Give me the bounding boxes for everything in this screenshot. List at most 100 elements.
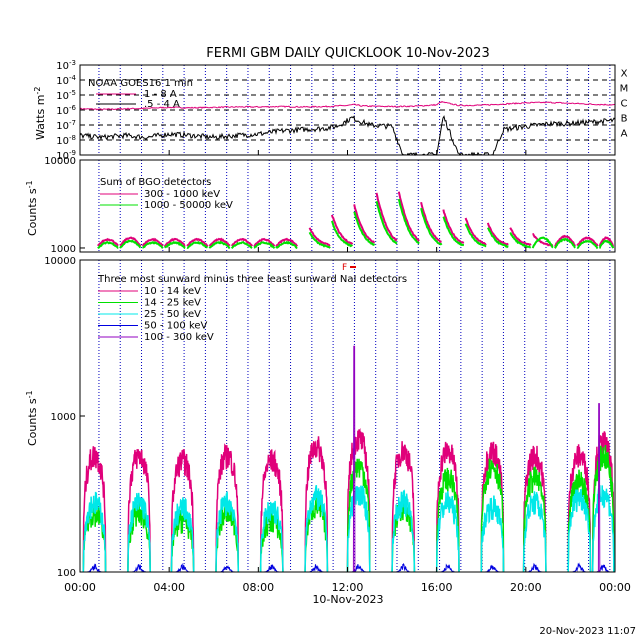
goes-ylabel: Watts m-2	[33, 87, 47, 140]
goes-y-tick-label: 10-5	[56, 89, 76, 102]
nai-series-segment	[591, 445, 615, 573]
bgo-series-segment	[554, 237, 576, 249]
nai-legend-label: 25 - 50 keV	[144, 309, 201, 320]
nai-series-segment	[480, 495, 505, 573]
nai-series-segment	[435, 441, 460, 573]
goes-series-line	[79, 100, 615, 111]
bgo-series-segment	[208, 240, 231, 250]
nai-series-segment	[346, 458, 371, 573]
nai-series-segment	[170, 497, 195, 573]
bgo-series-segment	[509, 227, 532, 246]
bgo-series-segment	[253, 237, 276, 248]
nai-series-segment	[522, 491, 547, 573]
flare-marker-label: F	[342, 263, 347, 273]
x-tick-label: 08:00	[242, 581, 274, 594]
bgo-grid	[98, 160, 611, 252]
nai-y-ticks: 10000 1000 100	[44, 256, 85, 579]
goes-legend-title: NOAA GOES16 1 min	[88, 78, 193, 89]
nai-y-tick-label: 100	[57, 568, 76, 579]
bgo-series-segment	[186, 237, 209, 248]
nai-series-segment	[522, 445, 547, 573]
bgo-y-ticks: 10000 1000	[44, 156, 85, 255]
nai-series-segment	[82, 446, 107, 573]
bgo-series-segment	[397, 191, 420, 242]
bgo-series-segment	[97, 237, 119, 247]
goes-legend-label: .5 - 4 A	[144, 99, 180, 110]
goes-grid	[80, 65, 615, 155]
bgo-series-segment	[275, 240, 298, 250]
bgo-legend-label: 300 - 1000 keV	[144, 189, 220, 200]
nai-series-segment	[215, 443, 240, 573]
goes-class-label: C	[621, 99, 628, 110]
bgo-series-segment	[598, 239, 615, 249]
x-tick-labels: 00:00 04:00 08:00 12:00 16:00 20:00 00:00	[64, 150, 631, 594]
bgo-series-segment	[253, 241, 276, 249]
goes-traces	[79, 100, 616, 157]
x-tick-label: 12:00	[332, 581, 364, 594]
x-tick-label: 04:00	[153, 581, 185, 594]
nai-series-segment	[305, 564, 328, 573]
nai-series-segment	[259, 449, 284, 573]
bgo-y-tick-label: 1000	[51, 244, 76, 255]
bgo-series-segment	[598, 236, 615, 248]
bgo-series-segment	[486, 222, 509, 246]
bgo-series-segment	[442, 216, 465, 247]
goes-class-label: B	[621, 114, 628, 125]
nai-series-segment	[568, 562, 591, 573]
bgo-series-segment	[553, 234, 577, 248]
goes-legend-label: 1 - 8 A	[144, 89, 177, 100]
bgo-series-segment	[119, 236, 142, 247]
goes-y-tick-label: 10-6	[56, 104, 76, 117]
bgo-series-segment	[509, 232, 532, 249]
x-tick-label: 20:00	[510, 581, 542, 594]
nai-series-segment	[591, 485, 615, 573]
nai-series-segment	[127, 564, 151, 573]
nai-series-segment	[391, 489, 416, 573]
footer-timestamp: 20-Nov-2023 11:07	[539, 626, 636, 637]
nai-series-segment	[523, 562, 546, 573]
nai-series-segment	[170, 449, 195, 573]
goes-legend: 1 - 8 A.5 - 4 A	[96, 89, 180, 110]
bgo-series-segment	[230, 241, 253, 249]
nai-series-segment	[522, 466, 547, 573]
bgo-series-segment	[464, 223, 487, 248]
bgo-series-segment	[420, 201, 442, 244]
bgo-series-segment	[119, 239, 141, 249]
goes-y-tick-label: 10-8	[56, 134, 76, 147]
flare-marker	[350, 266, 356, 268]
nai-series-segment	[82, 491, 107, 573]
bgo-series-segment	[142, 241, 164, 249]
nai-series-segment	[304, 436, 329, 573]
nai-series-segment	[391, 441, 416, 573]
bgo-series-segment	[576, 239, 599, 250]
bgo-series-segment	[163, 237, 186, 248]
bgo-series-segment	[464, 217, 487, 246]
nai-series-segment	[260, 564, 283, 573]
nai-grid	[98, 260, 611, 572]
x-axis-label: 10-Nov-2023	[312, 593, 383, 606]
goes-y-tick-label: 10-3	[56, 59, 76, 72]
bgo-panel: 10000 1000 Counts s-1 Sum of BGO detector…	[25, 156, 616, 255]
goes-y-ticks: 10-3 10-4 10-5 10-6 10-7 10-8 10-9	[56, 59, 85, 162]
bgo-traces	[97, 191, 615, 250]
nai-legend-label: 50 - 100 keV	[144, 321, 208, 332]
bgo-series-segment	[397, 198, 420, 245]
nai-series-segment	[347, 564, 370, 573]
bgo-series-segment	[420, 207, 443, 246]
x-tick-label: 00:00	[599, 581, 631, 594]
bgo-series-segment	[97, 240, 119, 249]
bgo-legend-label: 1000 - 50000 keV	[144, 200, 233, 211]
nai-series-segment	[346, 427, 371, 573]
nai-series-segment	[567, 488, 592, 573]
goes-y-tick-label: 10-7	[56, 119, 76, 132]
x-tick-label: 00:00	[64, 581, 96, 594]
nai-series-segment	[259, 500, 284, 573]
nai-legend-title: Three most sunward minus three least sun…	[97, 274, 407, 285]
bgo-series-segment	[375, 200, 398, 245]
nai-series-segment	[83, 563, 106, 573]
nai-series-segment	[346, 485, 371, 573]
bgo-series-segment	[576, 236, 599, 247]
nai-legend-label: 14 - 25 keV	[144, 298, 201, 309]
goes-y-tick-label: 10-4	[56, 74, 76, 87]
